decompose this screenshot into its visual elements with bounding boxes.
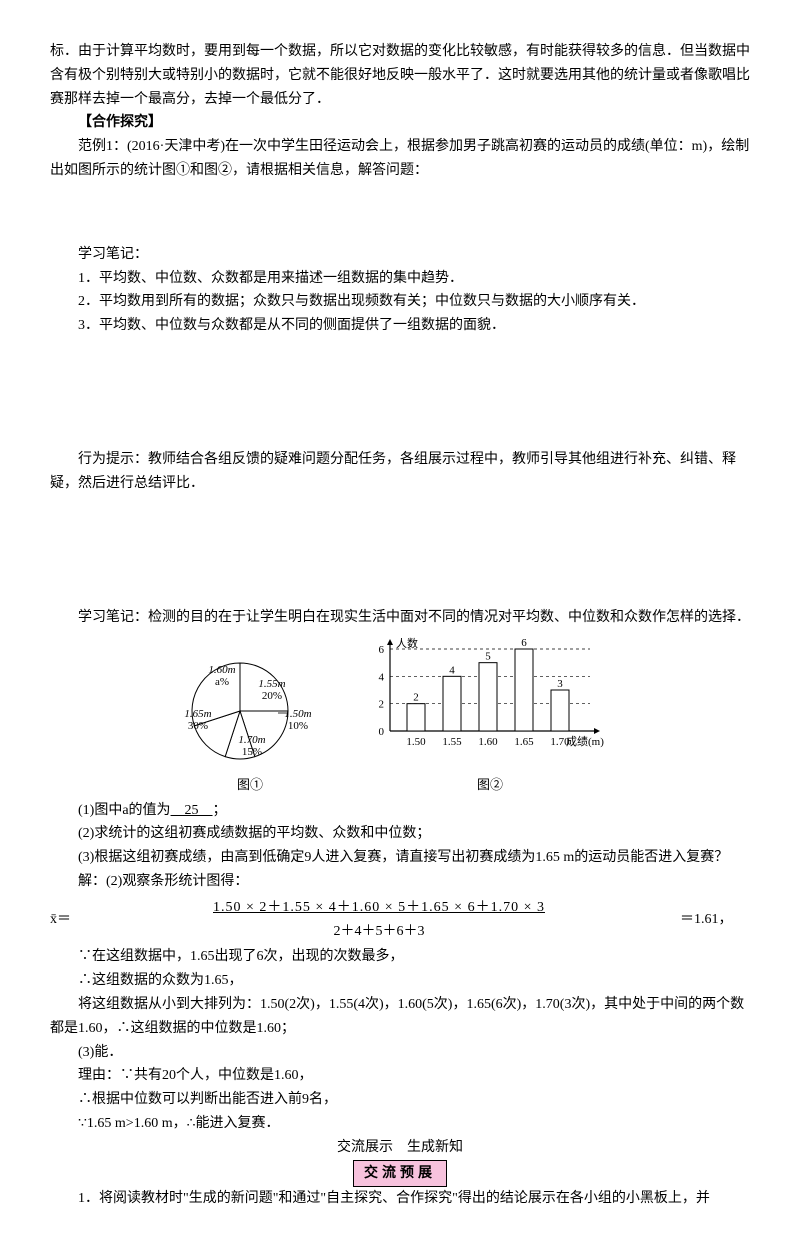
note2-label: 学习笔记： — [78, 610, 148, 625]
example-source: (2016·天津中考) — [127, 139, 225, 154]
charts-row: 1.60ma%1.55m20%1.50m10%1.70m15%1.65m30% … — [50, 635, 750, 796]
pie-chart: 1.60ma% 1.55m20%1.50m10% 1.70m15% 1.65m30% — [180, 655, 320, 765]
sol-2c: ∴这组数据的众数为1.65， — [50, 969, 750, 993]
sol-3c: ∴根据中位数可以判断出能否进入前9名， — [50, 1088, 750, 1112]
svg-text:2: 2 — [379, 699, 385, 711]
hint-body: 教师结合各组反馈的疑难问题分配任务，各组展示过程中，教师引导其他组进行补充、纠错… — [50, 452, 736, 491]
svg-text:人数: 人数 — [396, 637, 418, 650]
svg-text:4: 4 — [379, 672, 385, 684]
svg-text:30%: 30% — [188, 720, 208, 732]
frac-denominator: 2＋4＋5＋6＋3 — [78, 920, 680, 944]
sol-2d: 将这组数据从小到大排列为：1.50(2次)，1.55(4次)，1.60(5次)，… — [50, 993, 750, 1041]
note2-body: 检测的目的在于让学生明白在现实生活中面对不同的情况对平均数、中位数和众数作怎样的… — [148, 610, 750, 625]
q1-post: ； — [213, 803, 227, 818]
coop-title: 【合作探究】 — [50, 111, 750, 135]
footer-box: 交流预展 — [353, 1160, 447, 1188]
q2: (2)求统计的这组初赛成绩数据的平均数、众数和中位数； — [50, 822, 750, 846]
svg-text:1.60: 1.60 — [478, 736, 498, 748]
note-2: 2．平均数用到所有的数据；众数只与数据出现频数有关；中位数只与数据的大小顺序有关… — [50, 290, 750, 314]
bar-chart: 0246人数21.5041.5551.6061.6531.70成绩(m) — [360, 635, 620, 765]
svg-text:10%: 10% — [288, 720, 308, 732]
sol-3b: 理由：∵共有20个人，中位数是1.60， — [50, 1064, 750, 1088]
sol-3a: (3)能． — [50, 1041, 750, 1065]
footer-box-row: 交流预展 — [50, 1160, 750, 1188]
svg-text:1.60m: 1.60m — [208, 664, 235, 676]
svg-text:3: 3 — [557, 678, 563, 690]
notes-title: 学习笔记： — [50, 243, 750, 267]
footer-line1: 交流展示 生成新知 — [50, 1136, 750, 1160]
fraction-block: x̄＝ 1.50 × 2＋1.55 × 4＋1.60 × 5＋1.65 × 6＋… — [50, 896, 750, 944]
pie-chart-wrap: 1.60ma%1.55m20%1.50m10%1.70m15%1.65m30% … — [180, 655, 320, 796]
svg-text:6: 6 — [521, 637, 527, 649]
sol-3d: ∵1.65 m>1.60 m，∴能进入复赛． — [50, 1112, 750, 1136]
svg-text:20%: 20% — [262, 690, 282, 702]
svg-text:1.55: 1.55 — [442, 736, 462, 748]
example-line: 范例1：(2016·天津中考)在一次中学生田径运动会上，根据参加男子跳高初赛的运… — [50, 135, 750, 183]
svg-text:1.55m: 1.55m — [258, 678, 285, 690]
svg-text:1.65: 1.65 — [514, 736, 534, 748]
q1-pre: (1)图中a的值为 — [78, 803, 171, 818]
note-3: 3．平均数、中位数与众数都是从不同的侧面提供了一组数据的面貌． — [50, 314, 750, 338]
behavior-hint: 行为提示：教师结合各组反馈的疑难问题分配任务，各组展示过程中，教师引导其他组进行… — [50, 448, 750, 496]
learning-note-2: 学习笔记：检测的目的在于让学生明白在现实生活中面对不同的情况对平均数、中位数和众… — [50, 606, 750, 630]
hint-label: 行为提示： — [78, 452, 148, 467]
xbar-label: x̄＝ — [50, 908, 78, 932]
sol-2a: 解：(2)观察条形统计图得： — [50, 870, 750, 894]
bar-title: 图② — [360, 774, 620, 796]
sol-2b: ∵在这组数据中，1.65出现了6次，出现的次数最多， — [50, 945, 750, 969]
svg-text:15%: 15% — [242, 746, 262, 758]
svg-text:1.50m: 1.50m — [284, 708, 311, 720]
svg-text:1.70m: 1.70m — [238, 734, 265, 746]
svg-text:1.65m: 1.65m — [184, 708, 211, 720]
q1: (1)图中a的值为 25 ； — [50, 799, 750, 823]
svg-text:6: 6 — [379, 644, 385, 656]
coop-title-text: 【合作探究】 — [78, 115, 162, 130]
example-label: 范例1： — [78, 139, 127, 154]
footer-paragraph: 1．将阅读教材时"生成的新问题"和通过"自主探究、合作探究"得出的结论展示在各小… — [50, 1187, 750, 1211]
bar-chart-wrap: 0246人数21.5041.5551.6061.6531.70成绩(m) 图② — [360, 635, 620, 796]
svg-text:0: 0 — [379, 726, 385, 738]
svg-text:4: 4 — [449, 665, 455, 677]
pie-title: 图① — [180, 774, 320, 796]
note-1: 1．平均数、中位数、众数都是用来描述一组数据的集中趋势． — [50, 267, 750, 291]
svg-text:2: 2 — [413, 692, 419, 704]
frac-result: ＝1.61， — [680, 908, 750, 932]
svg-text:成绩(m): 成绩(m) — [566, 735, 604, 748]
frac-numerator: 1.50 × 2＋1.55 × 4＋1.60 × 5＋1.65 × 6＋1.70… — [78, 896, 680, 920]
q1-answer: 25 — [171, 803, 213, 818]
svg-text:5: 5 — [485, 651, 491, 663]
svg-text:a%: a% — [215, 676, 229, 688]
q3: (3)根据这组初赛成绩，由高到低确定9人进入复赛，请直接写出初赛成绩为1.65 … — [50, 846, 750, 870]
svg-text:1.50: 1.50 — [406, 736, 426, 748]
intro-paragraph: 标．由于计算平均数时，要用到每一个数据，所以它对数据的变化比较敏感，有时能获得较… — [50, 40, 750, 111]
